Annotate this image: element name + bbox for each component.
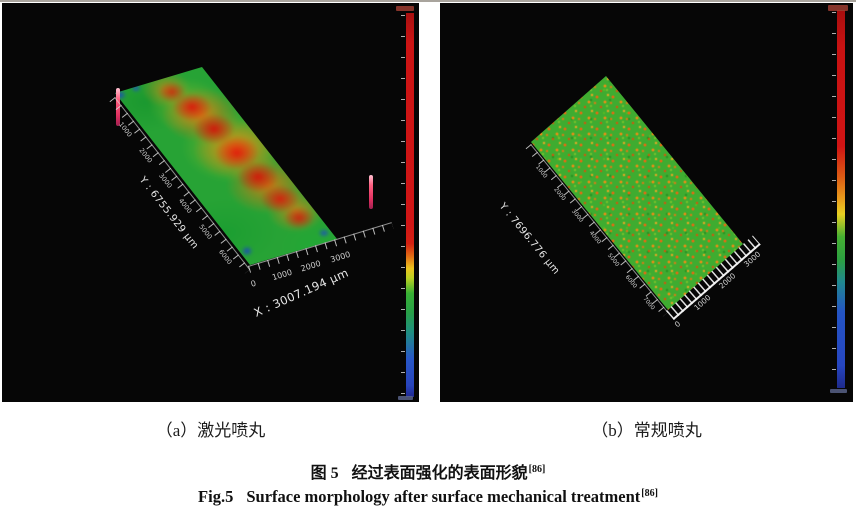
- colorbar-b-max-label: [828, 5, 848, 11]
- x-tick-label: 1000: [271, 267, 294, 283]
- height-marker-peg-right: [369, 175, 373, 209]
- sub-caption-b: （b）常规喷丸: [591, 421, 702, 440]
- panel-b-conventional-peening: 1000 2000 3000 4000 5000 6000 7000 Y : 7…: [440, 3, 853, 402]
- surface-a-topography: [115, 67, 337, 265]
- panel-a-laser-peening: 1000 2000 3000 4000 5000 6000 Y : 6755.9…: [2, 3, 419, 402]
- colorbar-a-min-label: [398, 396, 413, 400]
- colorbar-b-ticks: [832, 12, 836, 386]
- colorbar-a-ticks: [401, 15, 405, 395]
- colorbar-b: [837, 10, 845, 388]
- figure-top-border: [0, 0, 856, 2]
- x-tick-label: 2000: [299, 258, 322, 274]
- sub-caption-a: （a）激光喷丸: [155, 421, 266, 440]
- figure-number-zh: 图 5: [310, 465, 339, 482]
- colorbar-b-min-label: [830, 389, 847, 393]
- figure-number-en: Fig.5: [198, 487, 234, 506]
- surface-plot-a: [115, 67, 337, 265]
- colorbar-a: [406, 13, 414, 397]
- citation-ref-zh: [86]: [528, 463, 546, 475]
- figure-caption-en-text: Surface morphology after surface mechani…: [246, 487, 641, 506]
- citation-ref-en: [86]: [641, 487, 658, 499]
- figure-caption-zh: 图 5 经过表面强化的表面形貌[86]: [0, 459, 856, 483]
- y-axis-b-label: Y : 7696.776 μm: [496, 201, 562, 277]
- figure-caption-zh-text: 经过表面强化的表面形貌: [351, 465, 528, 482]
- figure-caption-en: Fig.5 Surface morphology after surface me…: [0, 487, 856, 507]
- x-tick-label: 3000: [329, 249, 352, 265]
- x-tick-label: 0: [249, 278, 258, 289]
- colorbar-a-max-label: [396, 6, 414, 11]
